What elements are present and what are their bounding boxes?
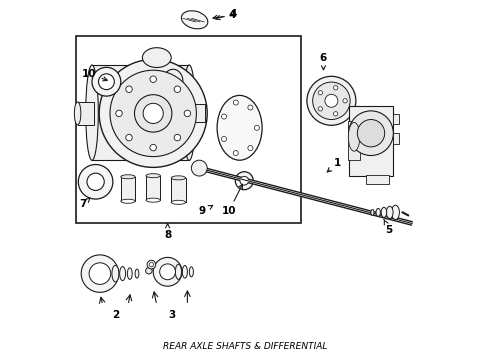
Circle shape xyxy=(325,94,338,107)
Circle shape xyxy=(334,86,338,90)
Ellipse shape xyxy=(120,266,125,281)
Circle shape xyxy=(240,176,248,185)
Ellipse shape xyxy=(112,265,119,282)
Circle shape xyxy=(233,150,238,156)
Ellipse shape xyxy=(74,102,81,125)
Circle shape xyxy=(98,74,114,90)
Circle shape xyxy=(92,67,121,96)
Bar xyxy=(146,176,160,200)
Circle shape xyxy=(147,260,156,269)
Bar xyxy=(77,102,94,125)
Circle shape xyxy=(150,76,156,82)
Text: REAR AXLE SHAFTS & DIFFERENTIAL: REAR AXLE SHAFTS & DIFFERENTIAL xyxy=(163,342,327,351)
Ellipse shape xyxy=(183,65,196,161)
Bar xyxy=(171,178,186,202)
Ellipse shape xyxy=(146,198,160,202)
Circle shape xyxy=(357,120,385,147)
Ellipse shape xyxy=(127,268,132,279)
Circle shape xyxy=(318,91,322,95)
Bar xyxy=(392,114,399,124)
Ellipse shape xyxy=(171,176,186,180)
Circle shape xyxy=(87,173,104,190)
Circle shape xyxy=(192,160,207,176)
Circle shape xyxy=(126,86,132,93)
Ellipse shape xyxy=(121,175,135,179)
Text: 5: 5 xyxy=(384,219,392,235)
Circle shape xyxy=(149,262,153,267)
Text: 1: 1 xyxy=(327,158,342,172)
Text: 4: 4 xyxy=(216,9,237,19)
Ellipse shape xyxy=(376,208,380,216)
Ellipse shape xyxy=(143,48,171,68)
Text: 10: 10 xyxy=(82,69,107,81)
Ellipse shape xyxy=(182,266,187,278)
Circle shape xyxy=(174,134,181,141)
Circle shape xyxy=(126,134,132,141)
Text: 4: 4 xyxy=(213,10,236,20)
Circle shape xyxy=(143,103,163,123)
Circle shape xyxy=(221,114,226,119)
Ellipse shape xyxy=(381,207,387,217)
Circle shape xyxy=(78,165,113,199)
Text: 7: 7 xyxy=(79,198,90,210)
Circle shape xyxy=(235,172,253,190)
Ellipse shape xyxy=(392,205,399,220)
Bar xyxy=(92,65,189,160)
Circle shape xyxy=(153,257,182,286)
Bar xyxy=(392,133,399,144)
Circle shape xyxy=(248,145,253,150)
Ellipse shape xyxy=(175,264,181,279)
Ellipse shape xyxy=(348,122,360,151)
Ellipse shape xyxy=(386,206,393,219)
Ellipse shape xyxy=(146,174,160,178)
Circle shape xyxy=(318,107,322,111)
Circle shape xyxy=(116,110,122,117)
Ellipse shape xyxy=(217,95,262,160)
Circle shape xyxy=(160,264,175,280)
Bar xyxy=(121,177,135,201)
Circle shape xyxy=(150,144,156,151)
Circle shape xyxy=(146,267,152,274)
Circle shape xyxy=(184,110,191,117)
Ellipse shape xyxy=(86,65,98,161)
Circle shape xyxy=(349,111,393,156)
Ellipse shape xyxy=(371,210,374,215)
Circle shape xyxy=(334,112,338,116)
Text: 10: 10 xyxy=(221,184,243,216)
Circle shape xyxy=(254,125,259,130)
Circle shape xyxy=(233,100,238,105)
Circle shape xyxy=(313,82,350,120)
Ellipse shape xyxy=(135,269,139,278)
Text: 3: 3 xyxy=(169,310,176,320)
Text: 8: 8 xyxy=(164,224,171,240)
Circle shape xyxy=(134,95,172,132)
Bar xyxy=(366,175,389,184)
Text: 9: 9 xyxy=(199,206,213,216)
Circle shape xyxy=(99,59,207,167)
Ellipse shape xyxy=(163,69,183,93)
Ellipse shape xyxy=(121,199,135,203)
Ellipse shape xyxy=(181,11,208,29)
Circle shape xyxy=(221,136,226,141)
Text: 2: 2 xyxy=(112,310,119,320)
Bar xyxy=(186,104,205,122)
Circle shape xyxy=(89,263,111,284)
Ellipse shape xyxy=(171,200,186,204)
Circle shape xyxy=(174,86,181,93)
Text: 6: 6 xyxy=(320,53,327,70)
Bar xyxy=(76,36,301,223)
Circle shape xyxy=(81,255,119,292)
Circle shape xyxy=(307,76,356,125)
Bar xyxy=(349,106,392,176)
Bar xyxy=(348,121,360,160)
Circle shape xyxy=(343,99,347,103)
Circle shape xyxy=(248,105,253,110)
Ellipse shape xyxy=(189,267,194,277)
Circle shape xyxy=(110,70,196,157)
